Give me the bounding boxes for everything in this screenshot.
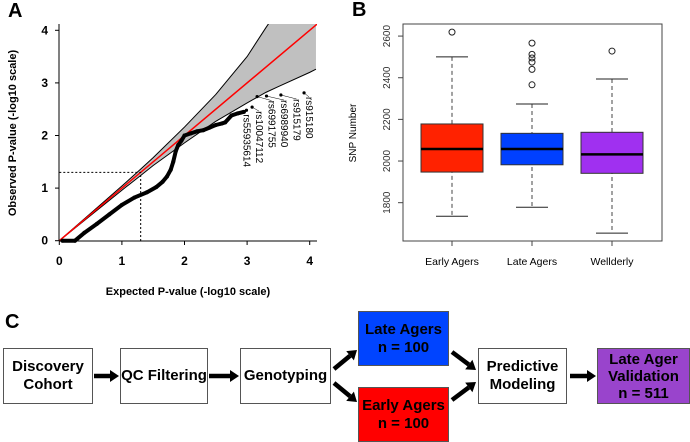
flow-qc-filtering: QC Filtering (120, 348, 208, 404)
qq-point (235, 111, 240, 116)
confidence-upper (59, 24, 269, 241)
y-tick-label: 2 (41, 129, 48, 143)
y-tick-label: 2200 (382, 108, 393, 131)
label-leader (280, 94, 297, 100)
y-tick-label: 4 (41, 23, 48, 37)
qq-point (207, 125, 212, 130)
threshold-lines (59, 171, 142, 241)
flow-early-agers: Early Agers n = 100 (358, 387, 449, 442)
snp-label-rs915180: rs915180 (303, 97, 314, 139)
qq-point (220, 121, 225, 126)
outlier (528, 50, 536, 58)
qq-point (154, 185, 159, 190)
y-tick-label: 1 (41, 181, 48, 195)
outlier (608, 47, 616, 55)
snp-label-rs6991755: rs6991755 (265, 101, 276, 149)
qq-point (171, 159, 176, 164)
x-tick-label: 1 (119, 254, 126, 268)
qq-point (94, 221, 99, 226)
y-tick-label: 2600 (382, 25, 393, 48)
outlier (528, 58, 536, 66)
qq-point (201, 128, 206, 133)
qq-point (160, 179, 165, 184)
qq-point (168, 167, 173, 172)
qq-point (241, 109, 246, 114)
outlier (528, 81, 536, 89)
flow-discovery-cohort: Discovery Cohort (3, 348, 93, 404)
flow-genotyping: Genotyping (240, 348, 331, 404)
annotated-point (244, 108, 249, 112)
y-tick-label: 2400 (382, 66, 393, 89)
qq-point (176, 142, 181, 147)
qq-point (164, 174, 169, 179)
x-axis-label: Expected P-value (-log10 scale) (106, 286, 271, 298)
label-leader (257, 96, 272, 101)
snp-label-rs915179: rs915179 (290, 99, 301, 141)
qq-point (195, 129, 200, 134)
outlier (528, 65, 536, 73)
qq-point (144, 190, 149, 195)
qq-point (173, 149, 178, 154)
qq-point (213, 122, 218, 127)
arrow-modeling-validation-head (587, 370, 596, 382)
y-axis-label: Observed P-value (-log10 scale) (7, 50, 19, 217)
qq-point (229, 113, 234, 118)
qq-point (188, 131, 193, 136)
label-leader (251, 106, 260, 112)
y-tick-label: 0 (41, 234, 48, 248)
flow-predictive-modeling: Predictive Modeling (478, 348, 567, 404)
y-tick-label: 1800 (382, 191, 393, 214)
panel-label-b: B (352, 0, 367, 21)
arrow-early-modeling-head (465, 382, 476, 393)
qq-point (132, 195, 137, 200)
arrow-early-modeling (450, 385, 471, 402)
outlier (528, 54, 536, 62)
x-tick-label: Wellderly (591, 256, 635, 268)
outlier (448, 28, 456, 36)
observed-curve (62, 109, 245, 243)
arrow-genotyping-early-head (346, 391, 357, 402)
qq-point (182, 133, 187, 138)
qq-point (223, 120, 228, 125)
x-tick-label: Late Agers (507, 256, 557, 268)
qq-point (179, 138, 184, 143)
y-axis-label: SNP Number (348, 103, 359, 162)
snp-label-rs10047112: rs10047112 (253, 111, 264, 164)
label-leader (303, 92, 310, 98)
arrow-discovery-qc-head (110, 370, 119, 382)
qq-point (82, 230, 87, 235)
qq-point (107, 212, 112, 217)
x-tick-label: Early Agers (425, 256, 479, 268)
qq-point (119, 202, 124, 207)
outlier (528, 39, 536, 47)
x-tick-label: 3 (244, 254, 251, 268)
label-leader (266, 95, 285, 101)
arrow-late-modeling (450, 350, 471, 367)
x-tick-label: 0 (56, 254, 63, 268)
arrow-qc-genotyping-head (230, 370, 239, 382)
arrow-genotyping-late (332, 353, 352, 371)
flow-late-agers: Late Agers n = 100 (358, 311, 449, 366)
snp-label-rs55935614: rs55935614 (240, 114, 251, 167)
confidence-lower (59, 68, 317, 241)
x-tick-label: 2 (181, 254, 188, 268)
panel-label-c: C (5, 311, 20, 333)
arrow-late-modeling-head (465, 359, 476, 370)
flow-late-ager-validation: Late Ager Validation n = 511 (597, 348, 690, 404)
arrow-genotyping-late-head (346, 350, 357, 361)
y-tick-label: 2000 (382, 149, 393, 172)
box-wellderly (580, 131, 644, 174)
panel-label-a: A (8, 0, 23, 22)
snp-label-rs6989940: rs6989940 (278, 100, 289, 148)
arrow-genotyping-early (332, 381, 352, 399)
y-tick-label: 3 (41, 76, 48, 90)
x-tick-label: 4 (306, 254, 313, 268)
reference-line (59, 24, 317, 241)
